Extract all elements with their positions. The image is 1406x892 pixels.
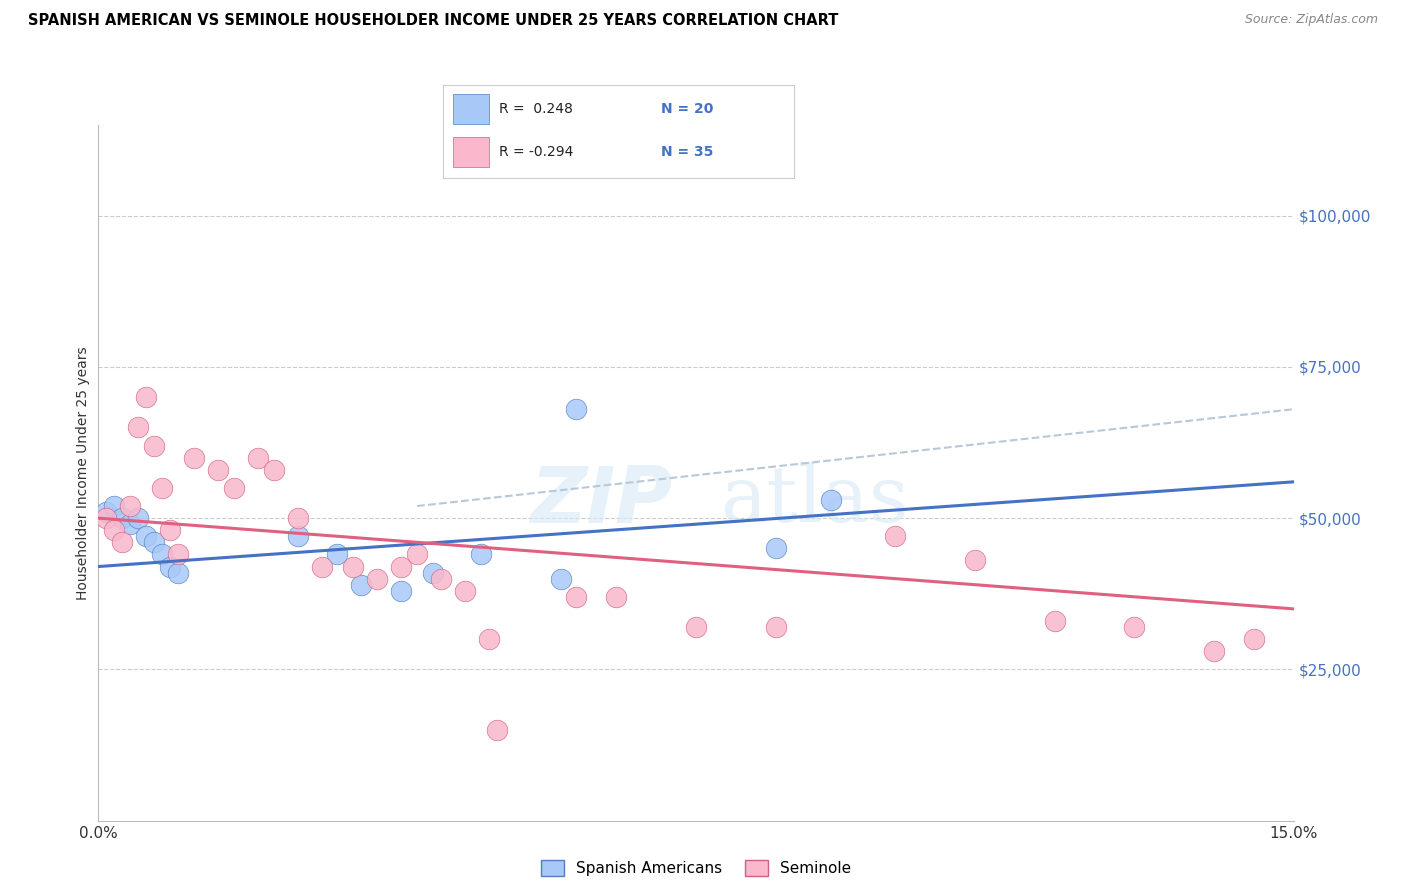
Point bbox=[207, 463, 229, 477]
Point bbox=[103, 523, 125, 537]
Bar bbox=[453, 137, 489, 167]
Point bbox=[167, 548, 190, 562]
Point bbox=[120, 517, 142, 532]
Point bbox=[1043, 614, 1066, 628]
Point bbox=[366, 572, 388, 586]
Point bbox=[326, 548, 349, 562]
Point bbox=[765, 541, 787, 556]
Point bbox=[222, 481, 245, 495]
Point bbox=[120, 499, 142, 513]
Point bbox=[550, 572, 572, 586]
Text: R = -0.294: R = -0.294 bbox=[499, 145, 574, 159]
Point bbox=[565, 402, 588, 417]
Point bbox=[111, 535, 134, 549]
Point bbox=[389, 559, 412, 574]
Point bbox=[150, 481, 173, 495]
Point bbox=[389, 583, 412, 598]
Point bbox=[159, 523, 181, 537]
Point bbox=[685, 620, 707, 634]
Point bbox=[287, 529, 309, 543]
Point bbox=[765, 620, 787, 634]
Point bbox=[111, 511, 134, 525]
Point bbox=[311, 559, 333, 574]
Point bbox=[135, 390, 157, 404]
Text: Source: ZipAtlas.com: Source: ZipAtlas.com bbox=[1244, 13, 1378, 27]
Point bbox=[287, 511, 309, 525]
Point bbox=[422, 566, 444, 580]
Text: N = 20: N = 20 bbox=[661, 102, 713, 116]
Point bbox=[167, 566, 190, 580]
Point bbox=[1123, 620, 1146, 634]
Point bbox=[159, 559, 181, 574]
Point bbox=[127, 511, 149, 525]
Point bbox=[430, 572, 453, 586]
Text: atlas: atlas bbox=[720, 463, 908, 539]
Point bbox=[884, 529, 907, 543]
Point bbox=[342, 559, 364, 574]
Point bbox=[246, 450, 269, 465]
Point bbox=[143, 438, 166, 452]
Point bbox=[263, 463, 285, 477]
Point bbox=[454, 583, 477, 598]
Text: R =  0.248: R = 0.248 bbox=[499, 102, 574, 116]
Point bbox=[605, 590, 627, 604]
Text: N = 35: N = 35 bbox=[661, 145, 713, 159]
Text: SPANISH AMERICAN VS SEMINOLE HOUSEHOLDER INCOME UNDER 25 YEARS CORRELATION CHART: SPANISH AMERICAN VS SEMINOLE HOUSEHOLDER… bbox=[28, 13, 838, 29]
Point bbox=[1202, 644, 1225, 658]
Point bbox=[143, 535, 166, 549]
Point bbox=[820, 493, 842, 508]
Point bbox=[150, 548, 173, 562]
Y-axis label: Householder Income Under 25 years: Householder Income Under 25 years bbox=[76, 346, 90, 599]
Point bbox=[1243, 632, 1265, 647]
Bar bbox=[453, 95, 489, 124]
Point bbox=[96, 505, 118, 519]
Point bbox=[565, 590, 588, 604]
Point bbox=[406, 548, 429, 562]
Point bbox=[103, 499, 125, 513]
Legend: Spanish Americans, Seminole: Spanish Americans, Seminole bbox=[534, 855, 858, 882]
Point bbox=[485, 723, 508, 737]
Point bbox=[96, 511, 118, 525]
Point bbox=[183, 450, 205, 465]
Point bbox=[127, 420, 149, 434]
Text: ZIP: ZIP bbox=[530, 463, 672, 539]
Point bbox=[135, 529, 157, 543]
Point bbox=[350, 577, 373, 591]
Point bbox=[478, 632, 501, 647]
Point bbox=[963, 553, 986, 567]
Point bbox=[470, 548, 492, 562]
